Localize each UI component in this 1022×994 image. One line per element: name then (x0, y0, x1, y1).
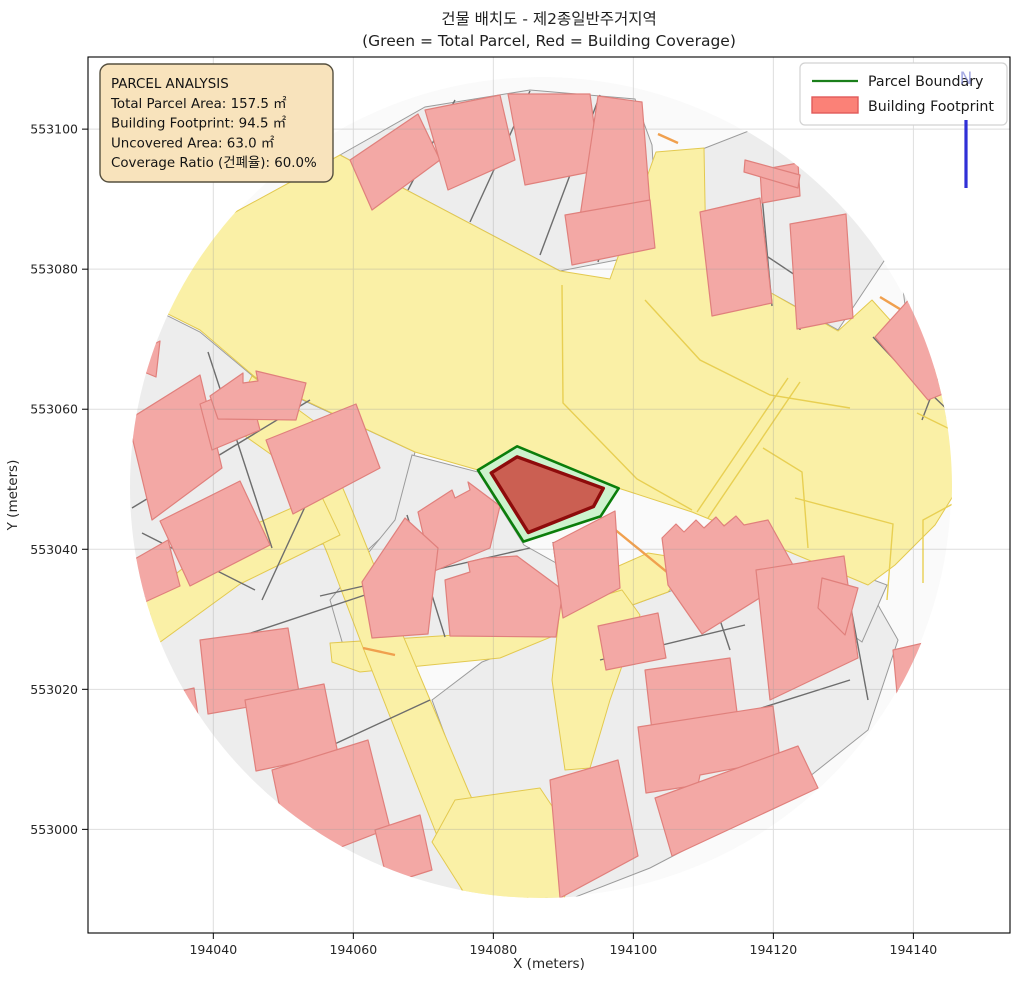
x-tick-label: 194060 (329, 942, 377, 957)
building-polygon (444, 555, 564, 638)
y-tick-label: 553040 (30, 542, 78, 557)
road-parcel-line (916, 412, 952, 583)
building-polygon (564, 199, 656, 266)
parcel-analysis-line: Total Parcel Area: 157.5 ㎡ (110, 96, 287, 112)
parcel-analysis-line: Coverage Ratio (건폐율): 60.0% (111, 155, 317, 171)
building-polygon (159, 480, 271, 587)
road-polygon (431, 787, 581, 898)
building-polygon (361, 517, 439, 639)
road-parcel-line (794, 497, 894, 601)
parcel-boundary-line (207, 351, 273, 549)
parcel-analysis-line: Building Footprint: 94.5 ㎡ (111, 116, 287, 132)
y-tick-label: 553080 (30, 262, 78, 277)
chart-subtitle: (Green = Total Parcel, Red = Building Co… (362, 32, 736, 50)
y-tick-label: 553060 (30, 402, 78, 417)
y-tick-label: 553100 (30, 122, 78, 137)
building-polygon (637, 705, 781, 794)
building-polygon (130, 374, 223, 521)
road-parcel-line (644, 299, 851, 409)
building-polygon (209, 370, 307, 421)
road-parcel-line (762, 447, 809, 549)
x-tick-label: 194140 (890, 942, 938, 957)
building-polygon (661, 515, 799, 635)
building-polygon (265, 403, 381, 515)
y-tick-label: 553020 (30, 682, 78, 697)
parcel-analysis-line: PARCEL ANALYSIS (111, 77, 229, 92)
orange-edge-line (657, 132, 679, 145)
building-polygon (874, 294, 952, 401)
building-polygon (699, 197, 773, 317)
building-polygon (552, 510, 621, 619)
building-polygon (549, 759, 639, 898)
x-tick-label: 194120 (750, 942, 798, 957)
building-polygon (654, 745, 819, 857)
building-polygon (743, 159, 801, 189)
plot-border (87, 56, 1011, 934)
orange-edge-line (362, 646, 396, 657)
x-tick-label: 194080 (469, 942, 517, 957)
tick-labels: 194040 194060 194080 194100 194120 194140 5530… (30, 122, 937, 957)
legend-box (799, 62, 1008, 126)
road-polygon (130, 147, 952, 586)
building-polygon (417, 481, 501, 573)
y-tick-label: 553000 (30, 822, 78, 837)
x-tick-label: 194100 (609, 942, 657, 957)
x-tick-label: 194040 (189, 942, 237, 957)
highlight-building-footprint (489, 455, 605, 535)
north-arrow-label: N (960, 69, 973, 89)
orange-edge-line (612, 527, 674, 578)
highlight-group (476, 444, 621, 543)
legend: Parcel Boundary Building Footprint (799, 62, 1008, 126)
x-axis-label: X (meters) (513, 956, 585, 972)
chart-title: 건물 배치도 - 제2종일반주거지역 (441, 10, 657, 28)
y-axis-label: Y (meters) (5, 460, 21, 532)
parcel-analysis-line: Uncovered Area: 63.0 ㎡ (111, 135, 275, 151)
axis-ticks (82, 128, 914, 939)
legend-footprint-swatch (811, 96, 859, 114)
road-parcel-line (561, 284, 693, 511)
building-polygon (597, 612, 667, 671)
road-parcel-line (707, 381, 801, 519)
building-polygon (374, 814, 433, 885)
parcel-boundary-line (229, 589, 381, 641)
building-polygon (789, 213, 854, 330)
north-arrow: N (960, 69, 973, 188)
building-polygon (424, 94, 516, 191)
parcel-analysis-box: PARCEL ANALYSIS Total Parcel Area: 157.5 … (99, 63, 334, 183)
building-polygon (817, 577, 859, 636)
road-parcel-line (696, 377, 789, 513)
grid-lines (88, 57, 1010, 933)
legend-footprint-label: Building Footprint (868, 99, 994, 115)
legend-parcel-label: Parcel Boundary (868, 74, 983, 90)
